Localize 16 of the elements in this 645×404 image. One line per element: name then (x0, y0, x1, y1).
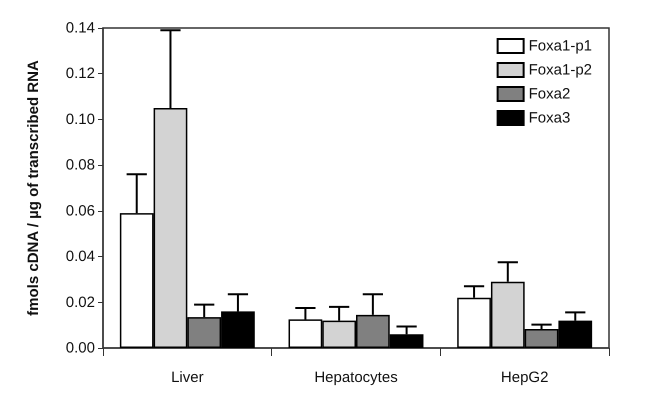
y-tick-label: 0.02 (66, 294, 95, 311)
y-tick-label: 0.00 (66, 340, 95, 356)
x-tick-label: HepG2 (500, 369, 548, 386)
y-axis-title: fmols cDNA / µg of transcribed RNA (25, 60, 42, 316)
legend-label: Foxa1-p2 (528, 62, 592, 78)
y-tick-label: 0.12 (66, 65, 95, 82)
legend-label: Foxa1-p1 (528, 38, 592, 54)
y-tick-label: 0.08 (66, 156, 95, 174)
y-tick-label: 0.14 (66, 20, 95, 36)
y-tick-label: 0.10 (66, 110, 95, 128)
legend-label: Foxa3 (528, 110, 570, 126)
y-tick-label: 0.06 (66, 202, 95, 220)
x-tick-label: Hepatocytes (314, 369, 398, 386)
legend-label: Foxa2 (528, 86, 570, 102)
y-tick-label: 0.04 (66, 248, 95, 266)
x-tick-label: Liver (171, 369, 204, 386)
